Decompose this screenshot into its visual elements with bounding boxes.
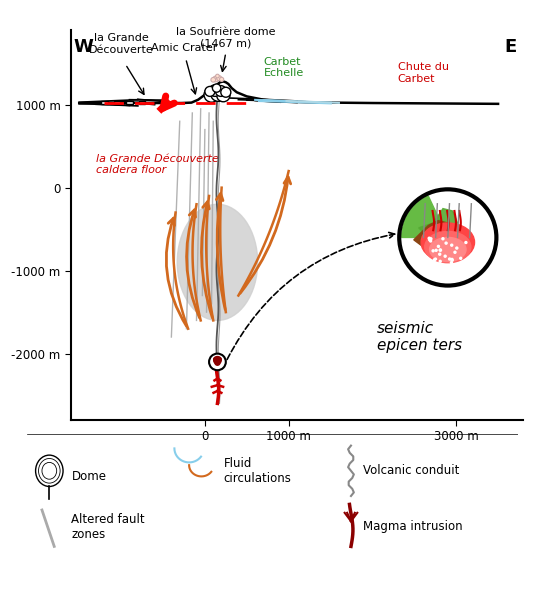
Text: W: W (74, 38, 93, 56)
Circle shape (439, 253, 441, 255)
Circle shape (428, 237, 430, 239)
Circle shape (445, 242, 447, 244)
Text: E: E (505, 38, 517, 56)
Circle shape (429, 240, 432, 242)
Circle shape (216, 76, 222, 80)
Circle shape (450, 262, 452, 263)
Circle shape (438, 245, 439, 247)
Ellipse shape (425, 232, 471, 263)
Circle shape (451, 244, 453, 246)
Circle shape (209, 85, 221, 97)
Text: seismic
epicen ters: seismic epicen ters (377, 321, 462, 353)
Bar (101, 101, 108, 104)
Circle shape (35, 455, 63, 487)
Circle shape (460, 257, 462, 259)
Circle shape (211, 77, 216, 82)
Text: la Grande Découverte
caldera floor: la Grande Découverte caldera floor (96, 154, 219, 175)
Circle shape (439, 260, 441, 262)
Circle shape (399, 190, 496, 286)
Circle shape (444, 255, 446, 257)
Text: Altered fault
zones: Altered fault zones (71, 513, 145, 541)
Circle shape (220, 77, 224, 82)
Circle shape (216, 88, 230, 102)
Circle shape (451, 259, 453, 260)
Circle shape (465, 242, 467, 244)
Circle shape (209, 353, 226, 370)
Circle shape (215, 360, 220, 365)
Bar (113, 101, 120, 104)
Circle shape (205, 86, 215, 97)
Text: Amic Crater: Amic Crater (151, 43, 217, 53)
Circle shape (215, 86, 226, 97)
Circle shape (221, 87, 231, 97)
Circle shape (435, 250, 437, 251)
Text: Chute du
Carbet: Chute du Carbet (397, 62, 449, 84)
Circle shape (211, 86, 226, 101)
Circle shape (217, 358, 221, 361)
Circle shape (213, 84, 221, 92)
Text: Fluid
circulations: Fluid circulations (223, 457, 292, 485)
Bar (139, 101, 146, 104)
Circle shape (429, 239, 431, 241)
Bar (126, 101, 133, 104)
Polygon shape (419, 209, 457, 238)
Text: Volcanic conduit: Volcanic conduit (364, 464, 459, 477)
Text: Magma intrusion: Magma intrusion (364, 520, 463, 533)
Circle shape (439, 249, 441, 251)
Ellipse shape (177, 204, 258, 320)
Text: Carbet
Echelle: Carbet Echelle (264, 56, 304, 78)
Circle shape (433, 259, 435, 261)
Wedge shape (402, 196, 448, 238)
Circle shape (213, 76, 219, 82)
Text: la Grande
Découverte: la Grande Découverte (89, 33, 154, 55)
Circle shape (442, 238, 444, 240)
Circle shape (430, 238, 432, 240)
Circle shape (214, 358, 218, 361)
Circle shape (204, 87, 219, 102)
Circle shape (456, 247, 458, 249)
Circle shape (449, 258, 451, 260)
Circle shape (434, 258, 437, 260)
Ellipse shape (429, 238, 466, 262)
Circle shape (439, 249, 441, 251)
Text: Dome: Dome (71, 470, 106, 483)
Circle shape (214, 356, 221, 364)
Circle shape (454, 251, 456, 253)
Ellipse shape (421, 223, 475, 262)
Text: la Soufrière dome
(1467 m): la Soufrière dome (1467 m) (176, 26, 276, 48)
Circle shape (451, 259, 453, 261)
Circle shape (432, 250, 434, 252)
Circle shape (216, 74, 219, 78)
Polygon shape (414, 221, 467, 254)
